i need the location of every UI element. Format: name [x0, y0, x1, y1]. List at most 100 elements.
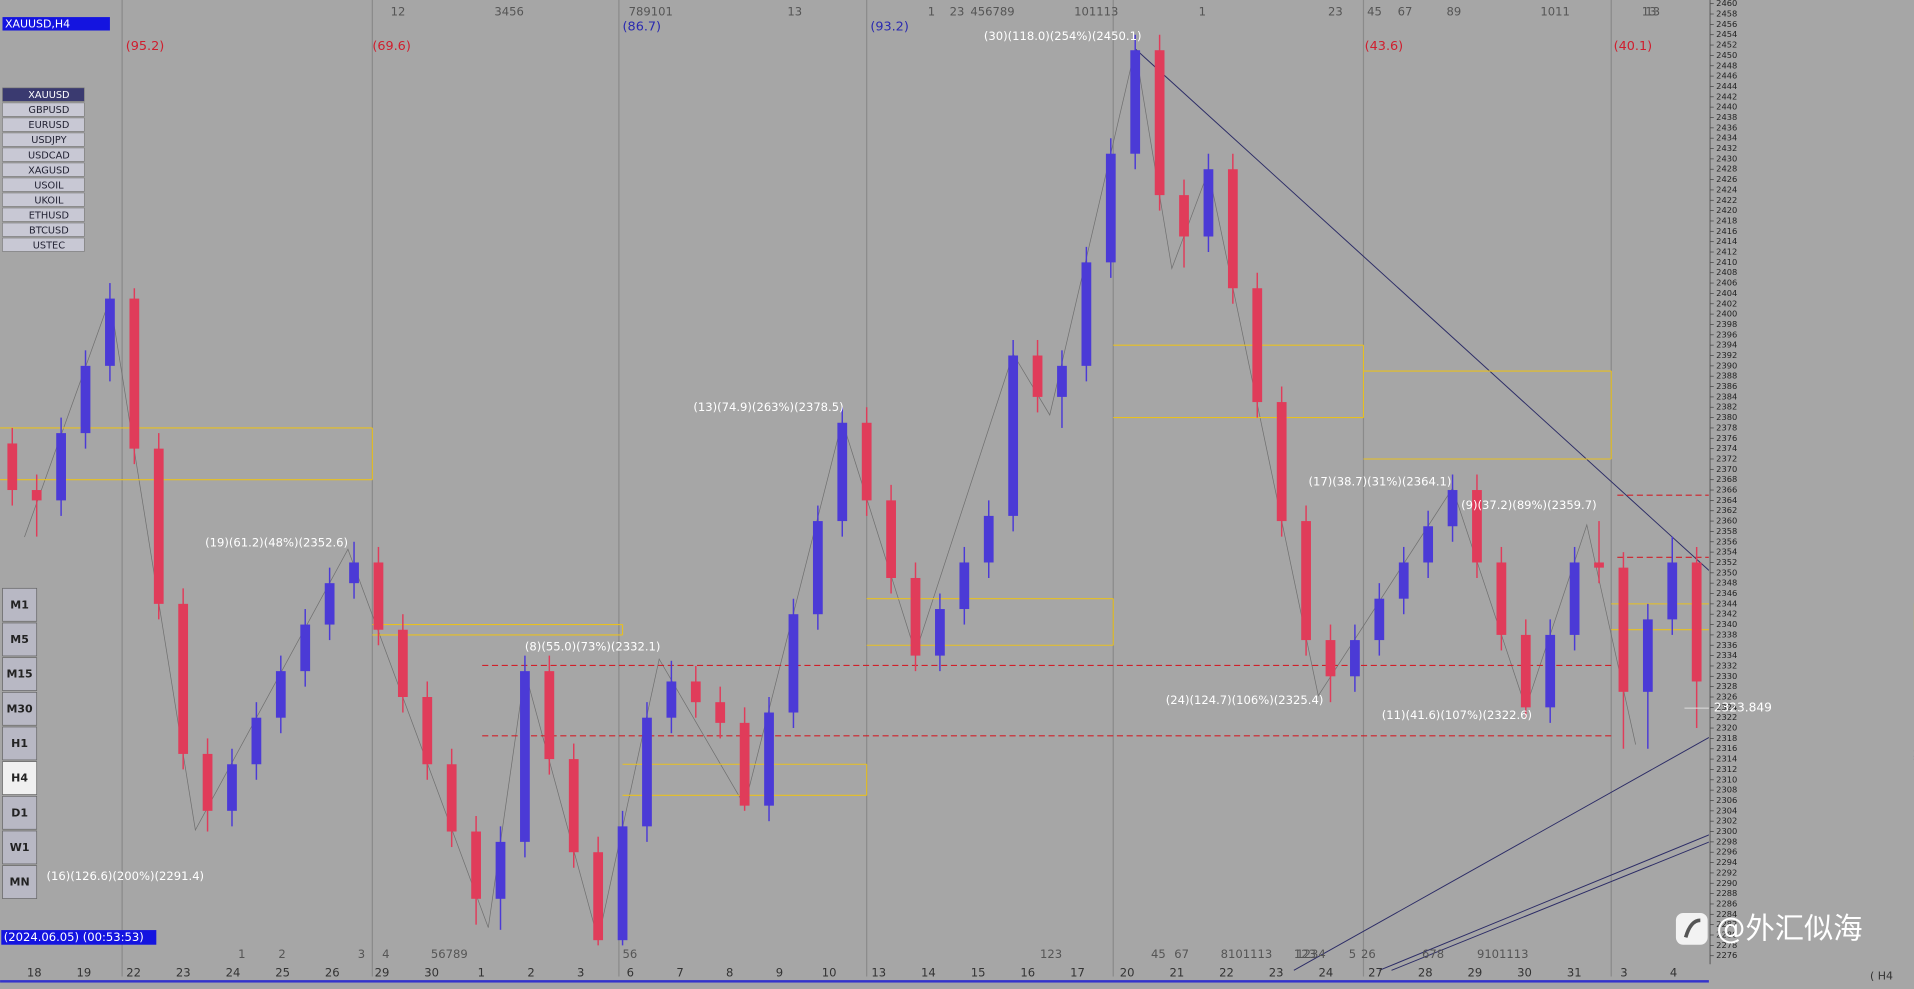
- candle-body: [1594, 562, 1604, 568]
- x-tick-label: 28: [1418, 965, 1433, 979]
- y-tick-label: 2324: [1716, 702, 1737, 712]
- timeframe-panel: M1 M5 M15 M30 H1 H4 D1 W1 MN: [2, 587, 38, 899]
- symbol-label[interactable]: BTCUSD: [29, 225, 69, 236]
- x-tick-label: 26: [325, 965, 340, 979]
- candle-body: [1350, 640, 1360, 677]
- y-tick-label: 2340: [1716, 619, 1737, 629]
- candle-body: [397, 629, 408, 697]
- y-tick-label: 2388: [1716, 371, 1737, 381]
- symbol-button[interactable]: [2, 222, 85, 237]
- count-label: 123: [1294, 947, 1316, 961]
- y-tick-label: 2380: [1716, 412, 1737, 422]
- timeframe-button[interactable]: [2, 865, 38, 899]
- candle-body: [715, 702, 726, 723]
- timeframe-label[interactable]: M15: [7, 668, 33, 681]
- candle-body: [1472, 490, 1482, 563]
- x-tick-label: 21: [1169, 965, 1184, 979]
- timeframe-label[interactable]: M5: [10, 633, 29, 646]
- swing-label: (95.2): [126, 39, 164, 54]
- timeframe-button[interactable]: [2, 691, 38, 726]
- symbol-label[interactable]: GBPUSD: [28, 105, 69, 116]
- symbol-button[interactable]: [2, 102, 85, 117]
- symbol-label[interactable]: USDJPY: [31, 135, 66, 146]
- timeframe-button[interactable]: [2, 761, 38, 795]
- symbol-label[interactable]: EURUSD: [28, 120, 69, 131]
- candle-body: [739, 722, 750, 806]
- y-tick-label: 2370: [1716, 464, 1737, 474]
- timeframe-button[interactable]: [2, 622, 38, 657]
- y-tick-label: 2356: [1716, 536, 1737, 546]
- timeframe-button[interactable]: [2, 830, 38, 865]
- candle-body: [56, 433, 66, 501]
- x-tick-label: 24: [1318, 965, 1333, 979]
- symbol-button[interactable]: [2, 117, 85, 132]
- candle-body: [1179, 195, 1189, 237]
- candle-body: [886, 500, 896, 578]
- timeframe-label[interactable]: H4: [11, 772, 28, 785]
- y-tick-label: 2444: [1716, 81, 1737, 91]
- candle-body: [1618, 567, 1629, 692]
- symbol-button[interactable]: [2, 192, 85, 207]
- count-label: 56789: [431, 947, 468, 961]
- candle-body: [764, 712, 774, 806]
- count-label: 2: [278, 947, 285, 961]
- candle-body: [324, 583, 335, 625]
- symbol-button[interactable]: [2, 237, 85, 252]
- y-tick-label: 2332: [1716, 660, 1737, 670]
- candle-body: [422, 696, 433, 765]
- count-label: 45: [1367, 5, 1382, 19]
- count-label: 23: [950, 5, 965, 19]
- x-tick-label: 15: [971, 965, 986, 979]
- y-tick-label: 2290: [1716, 878, 1737, 888]
- x-tick-label: 1: [478, 965, 485, 979]
- y-tick-label: 2416: [1716, 226, 1737, 236]
- y-tick-label: 2378: [1716, 422, 1737, 432]
- timeframe-label[interactable]: D1: [11, 806, 28, 819]
- symbol-button[interactable]: [2, 162, 85, 177]
- symbol-button[interactable]: [2, 87, 85, 102]
- timeframe-button[interactable]: [2, 657, 38, 691]
- y-tick-label: 2446: [1716, 71, 1737, 81]
- x-tick-label: 27: [1368, 965, 1383, 979]
- candle-body: [1569, 562, 1580, 635]
- symbol-button[interactable]: [2, 132, 85, 147]
- symbol-label[interactable]: XAGUSD: [28, 165, 70, 176]
- count-label: 3456: [494, 5, 523, 19]
- candle-body: [935, 609, 945, 656]
- annotation: (17)(38.7)(31%)(2364.1): [1309, 475, 1452, 489]
- symbol-button[interactable]: [2, 177, 85, 192]
- y-tick-label: 2326: [1716, 691, 1737, 701]
- candle-body: [1545, 634, 1556, 708]
- candle-body: [812, 521, 823, 615]
- symbol-button[interactable]: [2, 207, 85, 222]
- candle-body: [178, 603, 189, 754]
- timeframe-label[interactable]: W1: [10, 841, 30, 854]
- symbol-label[interactable]: USTEC: [33, 240, 65, 251]
- count-label: 8101113: [1221, 947, 1273, 961]
- timeframe-button[interactable]: [2, 795, 38, 830]
- symbol-button[interactable]: [2, 147, 85, 162]
- y-tick-label: 2374: [1716, 443, 1737, 453]
- y-tick-label: 2410: [1716, 257, 1737, 267]
- timeframe-button[interactable]: [2, 587, 38, 622]
- price-axis: 2276227822802282228422862288229022922294…: [1710, 0, 1737, 960]
- count-label: 1234: [1296, 947, 1325, 961]
- symbol-label[interactable]: UKOIL: [34, 195, 64, 206]
- timeframe-label[interactable]: M1: [10, 598, 29, 611]
- candle-body: [1423, 526, 1434, 563]
- x-tick-label: 18: [27, 965, 42, 979]
- y-tick-label: 2408: [1716, 267, 1737, 277]
- timeframe-label[interactable]: H1: [11, 737, 28, 750]
- candle-body: [788, 614, 799, 713]
- count-label: 67: [1174, 947, 1189, 961]
- symbol-label[interactable]: ETHUSD: [29, 210, 69, 221]
- candle-body: [1398, 562, 1409, 599]
- symbol-label[interactable]: USDCAD: [28, 150, 70, 161]
- symbol-label[interactable]: XAUUSD: [28, 90, 69, 101]
- timeframe-label[interactable]: MN: [10, 876, 30, 889]
- symbol-label[interactable]: USOIL: [34, 180, 64, 191]
- timeframe-button[interactable]: [2, 726, 38, 761]
- timeframe-label[interactable]: M30: [7, 702, 34, 715]
- count-label: 4: [382, 947, 389, 961]
- annotation: (9)(37.2)(89%)(2359.7): [1461, 498, 1597, 512]
